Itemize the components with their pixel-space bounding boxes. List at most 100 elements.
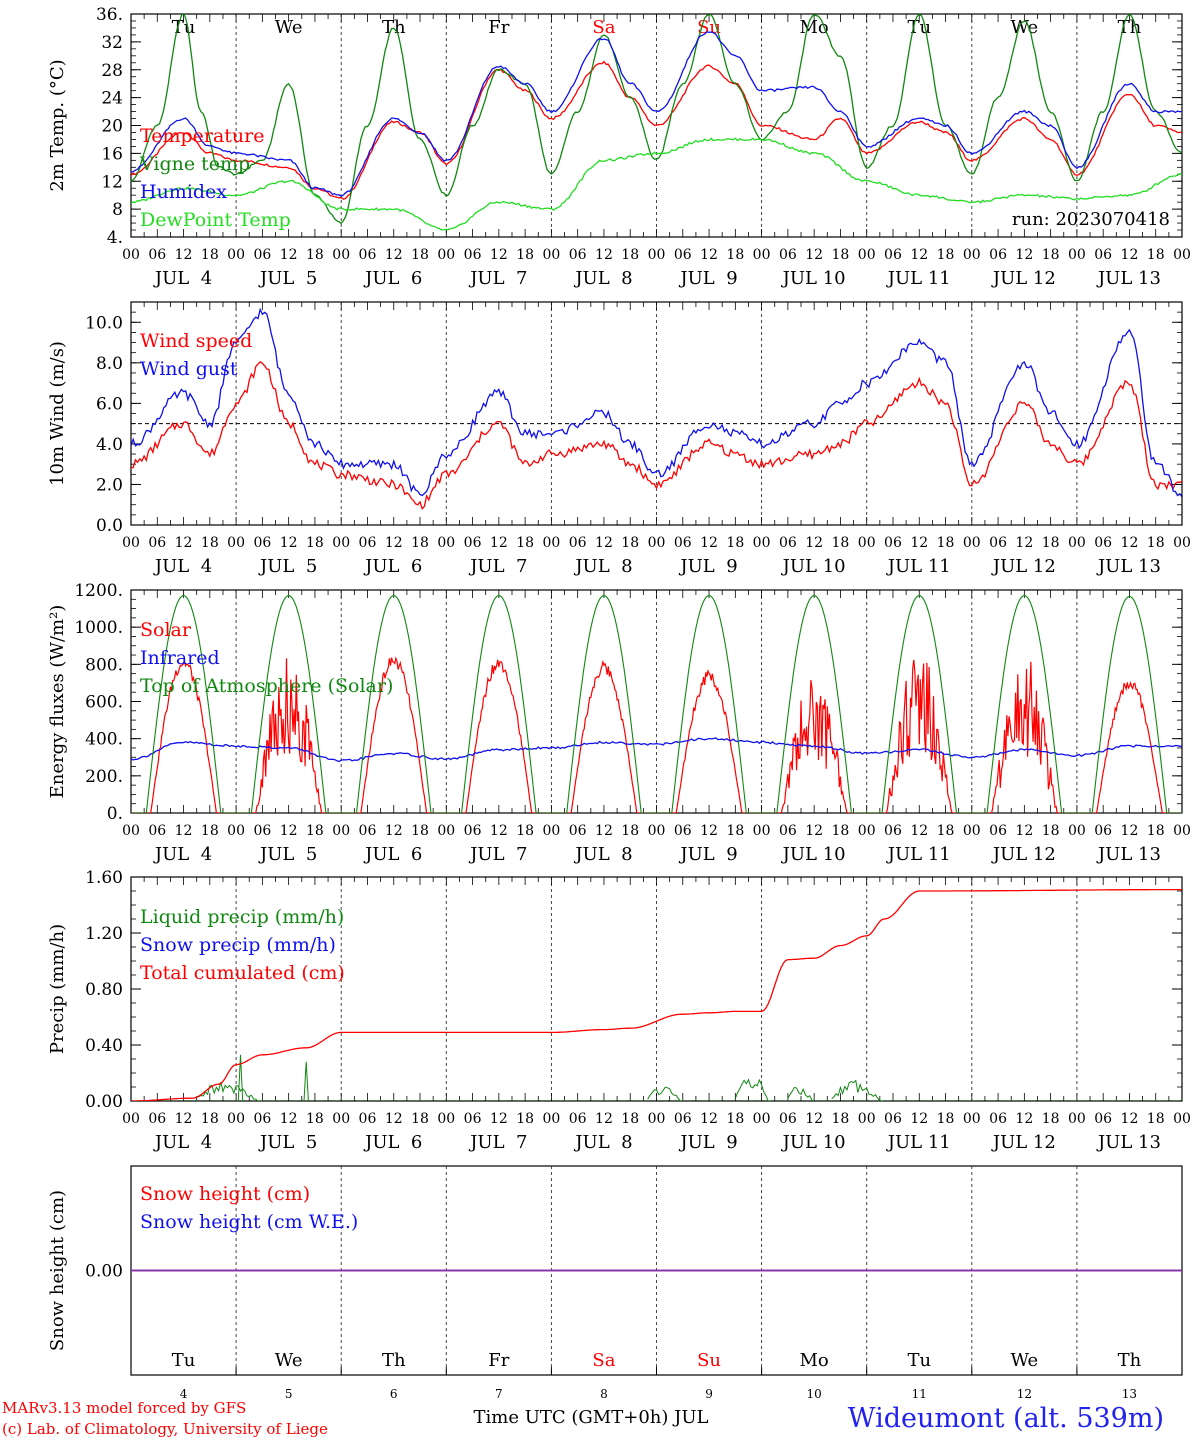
hour-label: 12	[910, 247, 928, 263]
date-label: JUL 8	[573, 556, 632, 577]
day-number-label: 12	[1017, 1387, 1032, 1401]
day-number-label: 8	[600, 1387, 608, 1401]
hour-label: 12	[490, 535, 508, 551]
temp-series	[131, 14, 1182, 231]
wind-y-axis-label: 10m Wind (m/s)	[47, 341, 68, 486]
y-tick-label: 8	[112, 200, 123, 220]
hour-label: 00	[858, 247, 876, 263]
hour-label: 06	[779, 535, 797, 551]
y-tick-label: 800.	[85, 655, 123, 675]
hour-label: 18	[937, 535, 955, 551]
hour-label: 06	[674, 823, 692, 839]
hour-label: 06	[464, 535, 482, 551]
lab-credit: (c) Lab. of Climatology, University of L…	[2, 1420, 328, 1438]
hour-label: 06	[253, 535, 271, 551]
hour-label: 18	[621, 535, 639, 551]
date-label: JUL 12	[991, 1132, 1056, 1153]
weekday-label: Sa	[592, 1350, 615, 1371]
hour-label: 00	[1173, 535, 1191, 551]
energy-series-infrared	[131, 737, 1182, 763]
hour-label: 06	[148, 247, 166, 263]
y-tick-label: 1.20	[85, 924, 123, 944]
hour-label: 12	[595, 823, 613, 839]
hour-label: 12	[490, 1111, 508, 1127]
hour-label: 00	[1068, 823, 1086, 839]
day-number-label: 10	[807, 1387, 822, 1401]
day-number-label: 6	[390, 1387, 398, 1401]
hour-label: 00	[332, 535, 350, 551]
hour-label: 12	[1121, 247, 1139, 263]
hour-label: 12	[805, 247, 823, 263]
hour-label: 06	[989, 1111, 1007, 1127]
hour-label: 12	[910, 823, 928, 839]
y-tick-label: 1000.	[74, 618, 123, 638]
hour-label: 00	[122, 535, 140, 551]
y-tick-label: 600.	[85, 693, 123, 713]
date-label: JUL 11	[886, 1132, 951, 1153]
hour-label: 12	[175, 823, 193, 839]
hour-label: 00	[963, 535, 981, 551]
hour-label: 18	[621, 247, 639, 263]
weekday-label: Tu	[907, 17, 931, 38]
hour-label: 06	[569, 1111, 587, 1127]
hour-label: 18	[832, 1111, 850, 1127]
temp-legend-item: Temperature	[140, 125, 264, 147]
hour-label: 18	[621, 1111, 639, 1127]
hour-label: 00	[437, 1111, 455, 1127]
hour-label: 12	[385, 535, 403, 551]
hour-label: 00	[227, 823, 245, 839]
wind-legend-item: Wind gust	[140, 358, 238, 380]
hour-label: 06	[148, 823, 166, 839]
precip-y-axis-label: Precip (mm/h)	[47, 924, 68, 1054]
hour-label: 12	[700, 535, 718, 551]
hour-label: 18	[937, 823, 955, 839]
hour-label: 18	[516, 823, 534, 839]
hour-label: 12	[385, 1111, 403, 1127]
hour-label: 06	[674, 535, 692, 551]
temp-series-dewpoint-temp	[131, 137, 1182, 231]
hour-label: 18	[411, 535, 429, 551]
y-tick-label: 28	[101, 61, 123, 81]
date-label: JUL 8	[573, 844, 632, 865]
wind-series-wind-speed	[131, 361, 1182, 510]
hour-label: 00	[542, 1111, 560, 1127]
hour-label: 18	[306, 1111, 324, 1127]
hour-label: 06	[464, 823, 482, 839]
date-label: JUL 6	[363, 268, 422, 289]
hour-label: 00	[858, 1111, 876, 1127]
hour-label: 00	[227, 247, 245, 263]
date-label: JUL 5	[258, 1132, 317, 1153]
hour-label: 00	[332, 823, 350, 839]
y-tick-label: 0.00	[85, 1092, 123, 1112]
hour-label: 18	[201, 823, 219, 839]
hour-label: 06	[359, 1111, 377, 1127]
wind-series	[131, 307, 1182, 510]
hour-label: 12	[910, 1111, 928, 1127]
weekday-label: Tu	[172, 17, 196, 38]
day-number-label: 13	[1122, 1387, 1137, 1401]
hour-label: 18	[1147, 247, 1165, 263]
hour-label: 00	[1173, 247, 1191, 263]
hour-label: 18	[1042, 247, 1060, 263]
y-tick-label: 16	[101, 144, 123, 164]
hour-label: 12	[1015, 823, 1033, 839]
hour-label: 18	[1042, 1111, 1060, 1127]
hour-label: 00	[753, 823, 771, 839]
y-tick-label: 0.40	[85, 1036, 123, 1056]
y-tick-label: 0.0	[96, 516, 123, 536]
hour-label: 18	[516, 1111, 534, 1127]
date-label: JUL 4	[153, 844, 212, 865]
weekday-label: Tu	[172, 1350, 196, 1371]
date-label: JUL 9	[678, 268, 737, 289]
hour-label: 00	[437, 247, 455, 263]
weekday-label: Mo	[800, 1350, 829, 1371]
energy-panel: 0. 200. 400. 600. 800. 1000. 1200. Energy fluxe…	[47, 581, 1191, 865]
date-label: JUL 11	[886, 268, 951, 289]
weekday-label: We	[275, 1350, 303, 1371]
date-label: JUL 4	[153, 556, 212, 577]
date-label: JUL 10	[781, 556, 846, 577]
energy-frame	[130, 589, 1183, 814]
y-tick-label: 8.0	[96, 354, 123, 374]
hour-label: 06	[359, 823, 377, 839]
